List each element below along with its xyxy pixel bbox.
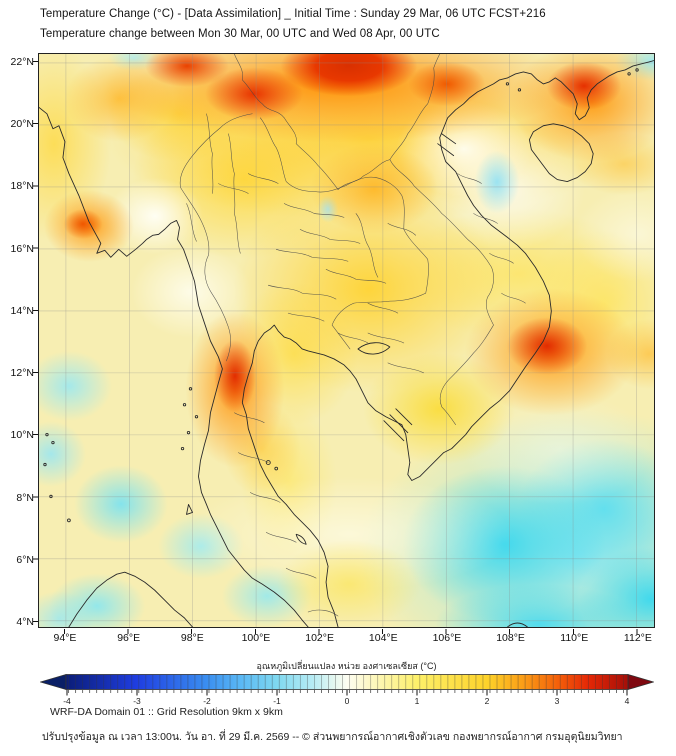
latitude-tick-label: 18°N [10, 180, 34, 193]
colorbar [40, 674, 654, 696]
coastline-west-peninsula [39, 106, 309, 627]
island-phuket [186, 503, 193, 515]
latitude-tick-marks [33, 61, 38, 623]
colorbar-tick-label: 2 [484, 696, 490, 706]
graticule-grid [39, 54, 654, 627]
model-info-line: WRF-DA Domain 01 :: Grid Resolution 9km … [50, 706, 283, 718]
temperature-heatmap-layer [39, 54, 654, 627]
colorbar-tick-label: 3 [554, 696, 560, 706]
coastline-sumatra [68, 571, 193, 627]
latitude-tick-label: 8°N [16, 491, 34, 504]
longitude-tick-label: 94°E [53, 632, 77, 644]
latitude-tick-label: 20°N [10, 118, 34, 131]
colorbar-tick-label: -2 [203, 696, 211, 706]
update-credit-line: ปรับปรุงข้อมูล ณ เวลา 13:00น. วัน อา. ที… [42, 731, 623, 743]
colorbar-major-ticks [66, 690, 628, 696]
longitude-tick-label: 108°E [496, 632, 525, 644]
latitude-tick-label: 14°N [10, 304, 34, 317]
coastline-layer [39, 60, 654, 627]
longitude-tick-label: 112°E [623, 632, 652, 644]
longitude-tick-label: 102°E [305, 632, 334, 644]
longitude-tick-label: 100°E [241, 632, 271, 644]
colorbar-tick-label: -1 [273, 696, 281, 706]
longitude-tick-label: 106°E [432, 632, 462, 644]
colorbar-tick-label: -4 [63, 696, 71, 706]
river-mekong-delta [383, 408, 413, 442]
map-canvas [38, 53, 655, 628]
lake-tonle-sap [357, 342, 391, 355]
coastline-borneo-tip [507, 622, 528, 627]
colorbar-arrow-right [627, 674, 654, 691]
latitude-tick-label: 22°N [10, 56, 34, 68]
lake-songkhla [295, 533, 307, 545]
longitude-tick-label: 96°E [117, 632, 141, 644]
coastline-gulf-vietnam-china [241, 60, 654, 627]
page-title: Temperature Change (°C) - [Data Assimila… [40, 8, 546, 20]
colorbar-tick-label: 1 [414, 696, 420, 706]
colorbar-tick-label: 4 [624, 696, 630, 706]
page-subtitle: Temperature change between Mon 30 Mar, 0… [40, 28, 440, 40]
latitude-tick-label: 16°N [10, 242, 34, 255]
latitude-tick-label: 6°N [16, 553, 34, 566]
colorbar-tick-labels: -4 -3 -2 -1 0 1 2 3 4 [52, 696, 642, 706]
latitude-tick-label: 4°N [16, 615, 34, 628]
colorbar-tick-label: 0 [344, 696, 350, 706]
longitude-tick-label: 110°E [560, 632, 589, 644]
coastline-hainan [528, 123, 594, 183]
longitude-tick-label: 104°E [368, 632, 398, 644]
latitude-tick-label: 10°N [10, 429, 34, 442]
latitude-axis: 22°N 20°N 18°N 16°N 14°N 12°N 10°N 8°N 6°N 4°N [0, 54, 34, 630]
longitude-axis: 94°E 96°E 98°E 100°E 102°E 104°E 106°E 108°E 110… [43, 632, 660, 646]
latitude-tick-label: 12°N [10, 367, 34, 380]
colorbar-label: อุณหภูมิเปลี่ยนแปลง หน่วย องศาเซลเซียส (… [256, 661, 437, 671]
colorbar-arrow-left [40, 674, 67, 691]
colorbar-tick-label: -3 [133, 696, 141, 706]
country-province-borders-layer [179, 54, 526, 617]
longitude-tick-marks [64, 629, 638, 634]
river-red-delta [437, 133, 457, 157]
map-overlay-svg [39, 54, 654, 627]
longitude-tick-label: 98°E [180, 632, 204, 644]
